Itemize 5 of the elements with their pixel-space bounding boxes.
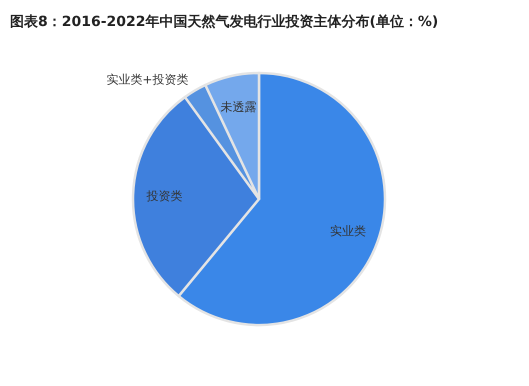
slice-label: 实业类	[330, 224, 366, 238]
slice-label: 未透露	[220, 100, 256, 114]
slice-label: 实业类+投资类	[106, 72, 188, 87]
slice-label: 投资类	[146, 189, 183, 204]
chart-title: 图表8：2016-2022年中国天然气发电行业投资主体分布(单位：%)	[10, 13, 438, 30]
